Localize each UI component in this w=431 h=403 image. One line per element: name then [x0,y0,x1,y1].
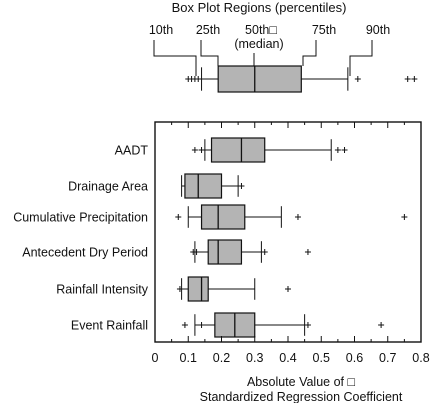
legend-title: Box Plot Regions (percentiles) [172,0,347,15]
x-tick-label: 0.1 [180,351,197,365]
box-cumulative-precipitation [175,204,408,230]
row-box [187,276,209,302]
callout-75th [302,40,317,66]
x-axis-title-line-1: Absolute Value of □ [247,375,356,389]
legend-panel: Box Plot Regions (percentiles) 10th 25th… [149,0,418,93]
row-outlier-1 [193,249,200,255]
box-rainfall-intensity [176,276,291,302]
y-label-aadt: AADT [115,144,149,158]
box-event-rainfall [181,312,385,338]
row-outlier-0 [238,183,245,189]
legend-label-25th: 25th [196,23,220,37]
y-axis-labels: AADT Drainage Area Cumulative Precipitatio… [13,144,149,333]
callout-90th [349,40,373,76]
legend-outlier-3 [195,76,202,82]
box-antecedent-dry-period [190,239,311,265]
legend-label-10th: 10th [149,23,173,37]
box-series [175,137,408,338]
row-outlier-0 [181,322,188,328]
x-tick-label: 0.3 [246,351,263,365]
row-outlier-1 [198,147,205,153]
row-outlier-2 [401,214,408,220]
x-tick-label: 0.2 [213,351,230,365]
x-tick-label: 0.8 [412,351,429,365]
chart-area: AADT Drainage Area Cumulative Precipitatio… [13,121,430,403]
legend-label-median: (median) [234,37,283,51]
x-tick-label: 0.5 [313,351,330,365]
row-outlier-1 [198,322,205,328]
legend-example-box [185,65,418,93]
legend-label-90th: 90th [366,23,390,37]
legend-callout-lines [153,40,373,76]
row-outlier-0 [175,214,182,220]
x-tick-label: 0.4 [279,351,296,365]
y-label-antecedent-dry-period: Antecedent Dry Period [22,246,148,260]
callout-10th [153,40,197,76]
box-drainage-area [181,173,245,199]
x-axis-title-line-2: Standardized Regression Coefficient [200,390,403,403]
legend-outlier-6 [411,76,418,82]
row-outlier-0 [176,286,183,292]
row-outlier-2 [334,147,341,153]
x-tick-label: 0 [152,351,159,365]
x-tick-label: 0.6 [346,351,363,365]
row-outlier-1 [294,214,301,220]
row-box [207,239,243,265]
legend-box [217,65,302,93]
legend-label-75th: 75th [312,23,336,37]
row-outlier-2 [304,322,311,328]
y-label-rainfall-intensity: Rainfall Intensity [56,283,148,297]
legend-label-50th: 50th□ [245,23,277,37]
x-tick-label: 0.7 [379,351,396,365]
row-box [210,137,266,163]
row-outlier-3 [378,322,385,328]
y-label-cumulative-precipitation: Cumulative Precipitation [13,211,148,225]
row-box [200,204,246,230]
row-outlier-1 [285,286,291,292]
y-label-drainage-area: Drainage Area [68,180,148,194]
y-label-event-rainfall: Event Rainfall [71,319,148,333]
row-box [184,173,223,199]
plot-frame [154,121,422,343]
row-outlier-3 [341,147,348,153]
legend-outlier-5 [404,76,411,82]
box-aadt [191,137,348,163]
row-outlier-2 [261,249,268,255]
x-axis: 0 0.1 0.2 0.3 0.4 0.5 0.6 0.7 0.8 [152,122,430,365]
row-outlier-0 [191,147,198,153]
callout-25th [200,40,219,66]
legend-outlier-4 [354,76,361,82]
row-outlier-3 [304,249,311,255]
